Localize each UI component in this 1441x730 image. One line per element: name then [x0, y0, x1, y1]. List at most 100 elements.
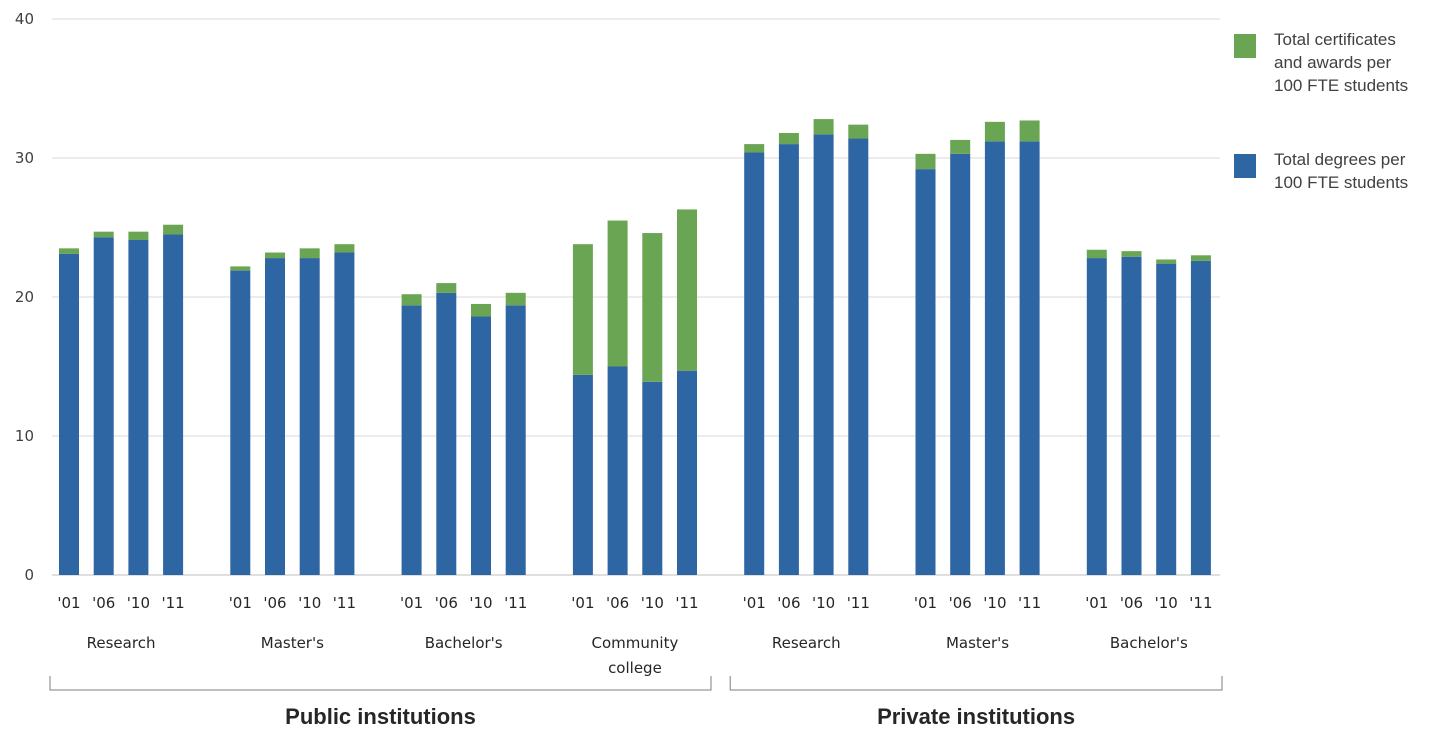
x-tick-year: '11 [504, 594, 527, 612]
x-tick-year: '10 [983, 594, 1006, 612]
category-label: Master's [261, 634, 324, 652]
bar-degrees [163, 234, 184, 575]
bar-degrees [1121, 256, 1142, 575]
x-tick-year: '01 [571, 594, 594, 612]
y-axis: 0 10 20 30 40 [15, 10, 34, 584]
x-axis: '01 '06 '10 '11 Research '01 '06 '10 '11 Master's… [57, 594, 1212, 677]
x-tick-year: '11 [1189, 594, 1212, 612]
bar-certificates [778, 132, 799, 145]
group-label: Public institutions [285, 704, 476, 729]
x-tick-year: '01 [57, 594, 80, 612]
bar-certificates [984, 121, 1005, 142]
x-tick-year: '11 [675, 594, 698, 612]
y-tick-label: 0 [24, 566, 34, 584]
x-tick-year: '06 [1120, 594, 1143, 612]
bar-certificates [572, 244, 593, 375]
bar-certificates [505, 292, 526, 306]
x-tick-year: '11 [333, 594, 356, 612]
bar-degrees [1019, 141, 1040, 575]
x-tick-year: '06 [949, 594, 972, 612]
bar-certificates [1190, 255, 1211, 261]
bar-certificates [163, 224, 184, 235]
x-tick-year: '11 [847, 594, 870, 612]
bar-degrees [950, 153, 971, 575]
bar-degrees [1086, 258, 1107, 575]
bar-certificates [1086, 249, 1107, 259]
bar-degrees [59, 253, 79, 575]
bar-certificates [299, 248, 320, 259]
y-tick-label: 30 [15, 149, 34, 167]
bar-certificates [1121, 251, 1142, 257]
category-label: Research [87, 634, 156, 652]
bar-degrees [677, 370, 697, 575]
x-tick-year: '01 [400, 594, 423, 612]
x-tick-year: '10 [127, 594, 150, 612]
gridlines [52, 18, 1220, 576]
bar-degrees [572, 374, 593, 575]
bar-certificates [813, 119, 834, 135]
bar-degrees [265, 258, 285, 575]
category-label: college [608, 659, 662, 677]
bar-degrees [471, 316, 491, 575]
bar-degrees [436, 292, 457, 575]
bar-degrees [813, 134, 834, 575]
group-bracket [729, 676, 1223, 691]
bar-certificates [401, 294, 422, 306]
x-tick-year: '06 [606, 594, 629, 612]
legend-swatch-degrees [1234, 154, 1256, 178]
category-label: Master's [946, 634, 1009, 652]
x-tick-year: '01 [229, 594, 252, 612]
legend-label-certificates: Total certificates [1274, 30, 1396, 49]
x-tick-year: '10 [298, 594, 321, 612]
legend: Total certificates and awards per 100 FTE … [1234, 30, 1408, 192]
bar-certificates [915, 153, 936, 170]
y-tick-label: 10 [15, 427, 34, 445]
legend-label-degrees: 100 FTE students [1274, 173, 1408, 192]
x-tick-year: '10 [1155, 594, 1178, 612]
category-label: Bachelor's [1110, 634, 1188, 652]
bar-certificates [642, 233, 663, 382]
x-tick-year: '10 [812, 594, 835, 612]
bar-certificates [677, 209, 697, 371]
bar-degrees [93, 237, 114, 576]
bar-certificates [471, 303, 491, 317]
group-label: Private institutions [877, 704, 1075, 729]
bar-certificates [230, 266, 251, 271]
legend-label-degrees: Total degrees per [1274, 150, 1406, 169]
x-tick-year: '10 [469, 594, 492, 612]
legend-label-certificates: and awards per [1274, 53, 1392, 72]
bar-certificates [436, 283, 457, 293]
x-tick-year: '11 [161, 594, 184, 612]
bar-degrees [299, 258, 320, 575]
bar-certificates [1156, 259, 1177, 264]
bar-certificates [334, 244, 355, 253]
bars [59, 119, 1211, 576]
bar-degrees [984, 141, 1005, 575]
x-tick-year: '06 [92, 594, 115, 612]
y-tick-label: 20 [15, 288, 34, 306]
x-tick-year: '06 [435, 594, 458, 612]
x-tick-year: '01 [914, 594, 937, 612]
y-tick-label: 40 [15, 10, 34, 28]
bar-degrees [848, 138, 869, 576]
bar-certificates [1019, 120, 1040, 142]
bar-degrees [778, 144, 799, 575]
category-label: Bachelor's [425, 634, 503, 652]
category-label: Research [772, 634, 841, 652]
bar-certificates [848, 124, 869, 139]
group-brackets: Public institutions Private institutions [49, 676, 1223, 729]
bar-degrees [642, 381, 663, 575]
bar-degrees [744, 152, 765, 575]
bar-degrees [128, 240, 149, 575]
bar-certificates [950, 139, 971, 154]
x-tick-year: '01 [743, 594, 766, 612]
bar-certificates [744, 144, 765, 153]
bar-certificates [265, 252, 285, 259]
x-tick-year: '10 [641, 594, 664, 612]
bar-degrees [401, 305, 422, 575]
bar-degrees [915, 169, 936, 575]
bar-certificates [93, 231, 114, 238]
x-tick-year: '11 [1018, 594, 1041, 612]
bar-certificates [128, 231, 149, 241]
